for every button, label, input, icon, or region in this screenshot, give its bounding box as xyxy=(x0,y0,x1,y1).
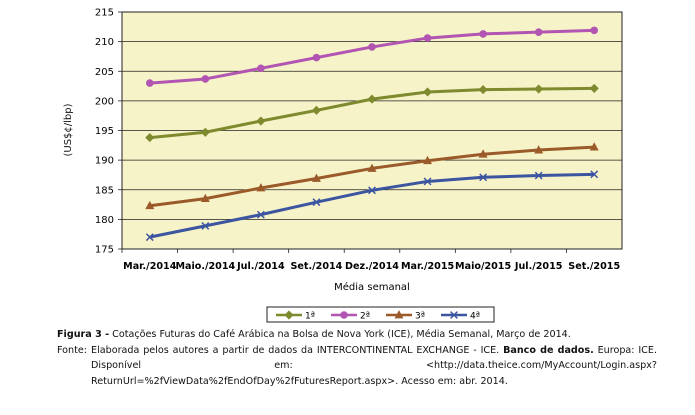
x-tick-label: Set./2014 xyxy=(291,261,343,272)
source-label: Fonte: xyxy=(57,344,88,356)
legend-label: 1ª xyxy=(305,312,315,322)
data-point xyxy=(256,210,265,219)
data-point xyxy=(589,142,599,151)
legend-box xyxy=(266,306,495,323)
y-tick-labels: 175 180 185 190 195 200 205 210 215 xyxy=(95,8,122,256)
plot-border xyxy=(121,11,623,250)
figure-text: Cotações Futuras do Café Arábica na Bols… xyxy=(112,329,571,340)
data-point xyxy=(145,79,154,87)
data-point xyxy=(311,105,322,115)
y-axis-label: (US$¢/lbp) xyxy=(63,103,74,157)
data-point xyxy=(423,177,432,186)
legend-label: 3ª xyxy=(415,312,425,322)
data-point xyxy=(534,84,544,94)
x-tick-label: Set./2015 xyxy=(568,261,620,272)
x-tick-label: Mar./2014 xyxy=(123,261,177,272)
data-series xyxy=(145,26,599,242)
data-point xyxy=(478,149,488,158)
legend-marker xyxy=(340,311,348,319)
y-tick-label: 180 xyxy=(95,215,114,226)
x-tick-labels: Mar./2014 Maio./2014 Jul./2014 Set./2014 Dez… xyxy=(121,249,620,272)
x-tick-label: Mar./2015 xyxy=(401,261,454,272)
legend-marker xyxy=(284,310,294,320)
data-point xyxy=(534,171,543,180)
data-point xyxy=(478,85,488,95)
legend-marker xyxy=(394,310,404,319)
data-point xyxy=(256,183,266,192)
y-tick-label: 175 xyxy=(95,245,114,256)
legend-marker xyxy=(450,311,458,319)
source-text: Elaborada pelos autores a partir de dado… xyxy=(91,343,657,390)
x-tick-label: Jul./2015 xyxy=(514,261,563,272)
data-point xyxy=(257,64,265,73)
figure-caption: Figura 3 - Cotações Futuras do Café Aráb… xyxy=(57,327,657,389)
data-point xyxy=(368,43,376,51)
data-point xyxy=(145,200,155,210)
source-bold: Banco de dados. xyxy=(503,344,594,356)
legend-label: 2ª xyxy=(360,312,370,322)
y-tick-label: 195 xyxy=(95,126,114,137)
data-point xyxy=(200,193,210,203)
data-point xyxy=(534,28,543,36)
x-tick-label: Maio/2015 xyxy=(455,261,511,272)
y-tick-label: 210 xyxy=(95,37,114,48)
data-point xyxy=(422,87,433,97)
data-point xyxy=(256,116,266,126)
data-point xyxy=(368,186,376,195)
source-text-2: Europa: ICE. Disponível em: <http://data… xyxy=(91,344,657,387)
y-tick-label: 185 xyxy=(95,185,114,196)
legend-label: 4ª xyxy=(470,312,480,322)
data-point xyxy=(423,34,432,42)
y-tick-label: 200 xyxy=(95,96,114,107)
x-axis-label: Média semanal xyxy=(334,281,410,293)
source-note: Fonte: Elaborada pelos autores a partir … xyxy=(57,343,657,390)
data-point xyxy=(423,155,433,165)
data-point xyxy=(200,127,210,137)
data-point xyxy=(201,221,210,230)
data-point xyxy=(589,83,599,93)
data-point xyxy=(145,233,154,242)
data-point xyxy=(367,94,377,104)
data-point xyxy=(201,75,210,83)
data-point xyxy=(312,53,321,62)
data-point xyxy=(479,30,487,38)
data-point xyxy=(590,170,599,179)
data-point xyxy=(311,173,321,182)
data-point xyxy=(479,173,488,182)
x-tick-label: Dez./2014 xyxy=(345,261,399,272)
y-tick-label: 205 xyxy=(95,67,114,78)
figure-label: Figura 3 - xyxy=(57,329,110,340)
data-point xyxy=(534,145,544,154)
source-text-1: Elaborada pelos autores a partir de dado… xyxy=(91,344,500,356)
legend: 1ª 2ª 3ª 4ª xyxy=(276,310,480,322)
y-axis-label-wrap: (US$¢/lbp) xyxy=(63,103,83,156)
data-point xyxy=(312,198,321,207)
y-tick-label: 190 xyxy=(95,156,114,167)
data-point xyxy=(145,133,155,143)
y-tick-label: 215 xyxy=(95,8,114,19)
figure-title: Figura 3 - Cotações Futuras do Café Aráb… xyxy=(57,327,657,343)
data-point xyxy=(590,26,599,35)
x-tick-label: Maio./2014 xyxy=(175,261,235,272)
x-tick-label: Jul./2014 xyxy=(236,261,285,272)
data-point xyxy=(367,163,377,172)
